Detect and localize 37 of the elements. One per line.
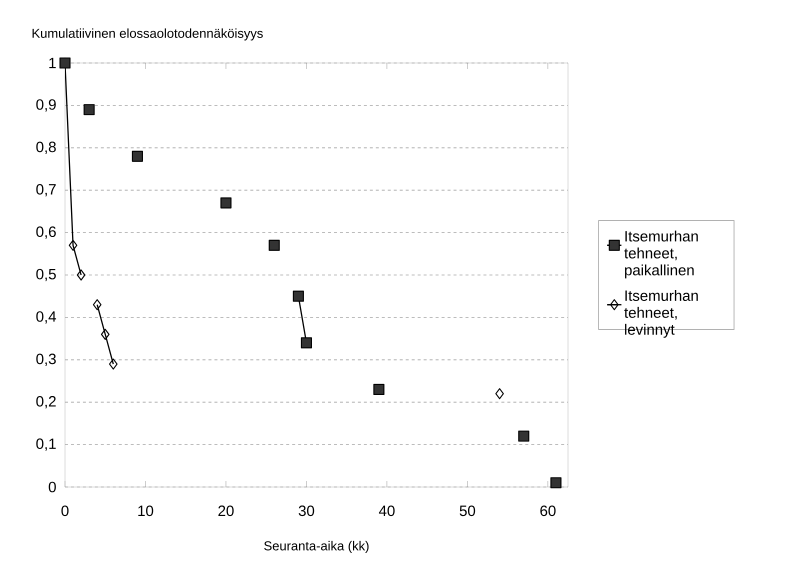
- y-tick-label: 0,1: [36, 438, 56, 451]
- point: [132, 150, 143, 162]
- x-tick-label: 10: [138, 506, 154, 516]
- point: [84, 104, 95, 116]
- x-tick-label: 40: [378, 506, 395, 516]
- y-axis-title: Kumulatiivinen elossaolotodennäköisyys: [32, 28, 263, 40]
- y-tick-label: 0,6: [36, 226, 56, 239]
- y-tick-label: 1: [49, 58, 56, 68]
- x-axis-title: Seuranta-aika (kk): [264, 540, 369, 554]
- x-tick-label: 20: [218, 506, 234, 516]
- x-tick-label: 30: [298, 506, 314, 516]
- y-tick-label: 0,9: [36, 99, 56, 112]
- point: [292, 290, 304, 302]
- point: [68, 240, 78, 251]
- point: [550, 477, 562, 488]
- point: [518, 430, 530, 442]
- point: [373, 384, 384, 396]
- point: [220, 197, 232, 208]
- y-tick-label: 0,5: [36, 268, 56, 282]
- y-tick-label: 0,8: [36, 142, 56, 154]
- y-tick-label: 0,7: [36, 184, 56, 196]
- y-tick-label: 0,3: [36, 354, 56, 366]
- x-tick-label: 60: [540, 506, 556, 516]
- point: [495, 388, 504, 400]
- point: [108, 358, 118, 370]
- point: [92, 299, 102, 310]
- x-tick-label: 0: [61, 506, 69, 516]
- point: [268, 240, 280, 251]
- point: [100, 328, 110, 340]
- point: [300, 337, 312, 348]
- y-tick-label: 0: [48, 482, 56, 492]
- legend-label: Itsemurhan tehneet, paikallinen: [624, 230, 698, 278]
- y-tick-label: 0,4: [36, 311, 56, 324]
- x-tick-label: 50: [460, 506, 476, 516]
- legend-label: Itsemurhan tehneet, levinnyt: [624, 290, 698, 338]
- point: [76, 269, 86, 281]
- y-tick-label: 0,2: [36, 396, 56, 408]
